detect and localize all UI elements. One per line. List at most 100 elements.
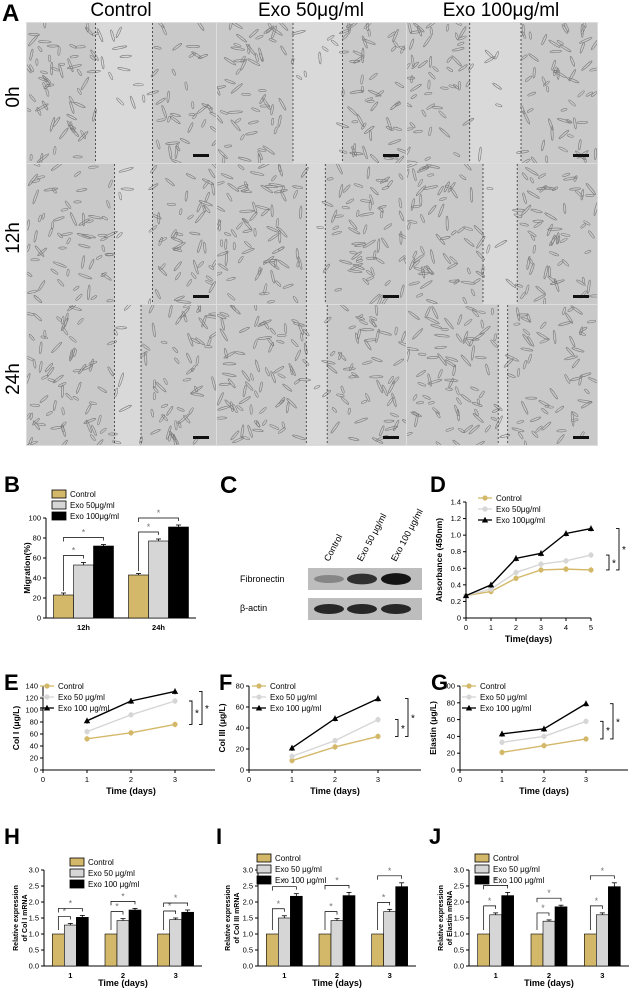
cell (468, 63, 474, 71)
cell (326, 177, 334, 181)
cell (571, 358, 580, 369)
cell (351, 251, 362, 260)
cell (345, 24, 353, 28)
significance-star: * (622, 545, 626, 556)
cell (475, 270, 486, 278)
cell (290, 339, 299, 348)
cell (190, 385, 203, 394)
cell (82, 212, 85, 227)
cell (407, 62, 411, 72)
cell (175, 145, 181, 152)
cell (352, 50, 364, 57)
cell (419, 194, 423, 207)
data-point (128, 712, 134, 718)
cell (522, 192, 527, 205)
cell (407, 160, 418, 163)
cell (527, 336, 535, 347)
y-tick-label: 20 (236, 745, 244, 754)
cell (465, 337, 480, 341)
bar (64, 924, 77, 967)
cell (40, 70, 48, 75)
legend-label: Exo 50μg/ml (496, 505, 541, 514)
scale-bar (573, 295, 589, 298)
cell (277, 164, 283, 177)
cell (268, 342, 274, 353)
x-tick-label: 3 (173, 775, 177, 784)
lane-label: Exo 50 μg/ml (355, 512, 389, 563)
cell (260, 184, 273, 194)
cell (556, 67, 560, 80)
bar (554, 906, 568, 967)
y-tick-label: 40 (447, 732, 455, 741)
cell (584, 388, 590, 395)
cell (513, 322, 521, 326)
cell (262, 97, 271, 110)
cell (363, 23, 372, 29)
cell (571, 347, 585, 353)
chart-h: H 0.0 0.5 1.0 1.5 2.0 2.5 3.0 1 2 3 Time (days) Rela… (0, 822, 212, 992)
cell (473, 225, 484, 236)
cell (52, 261, 67, 268)
cell (253, 339, 258, 349)
y-tick-label: 3.0 (454, 866, 464, 875)
cell (198, 200, 213, 207)
legend-marker (466, 694, 472, 700)
cell (172, 346, 179, 354)
scale-bar (383, 295, 399, 298)
cell (549, 50, 562, 53)
cell (171, 68, 176, 76)
cell (427, 79, 431, 90)
bar (116, 920, 130, 967)
cell (36, 175, 46, 179)
significance-bracket (483, 905, 497, 930)
cell (410, 75, 414, 84)
cell (152, 386, 159, 393)
cell (258, 321, 267, 326)
cell (140, 351, 148, 358)
data-point (562, 530, 570, 536)
cell (516, 420, 525, 424)
cell (409, 38, 415, 50)
cell (247, 43, 251, 55)
x-tick-label: 1 (489, 623, 493, 632)
cell (333, 214, 344, 218)
cell (409, 122, 416, 129)
lane-label: Control (322, 533, 344, 563)
cell (535, 285, 546, 295)
cell (381, 185, 390, 190)
legend-label: Exo 100μg/ml (70, 512, 119, 521)
legend-label: Exo 50 μg/ml (275, 865, 322, 874)
cell (27, 312, 35, 316)
cell (593, 201, 597, 216)
cell (249, 171, 265, 176)
cell (378, 206, 384, 213)
cell (561, 24, 568, 34)
cell (426, 265, 433, 276)
cell (521, 400, 529, 415)
cell (356, 209, 360, 217)
cell (539, 338, 550, 344)
cell (32, 420, 41, 430)
legend-label: Control (275, 854, 301, 863)
cell (64, 200, 72, 209)
cell (567, 134, 574, 138)
cell (471, 309, 480, 318)
cell (46, 366, 55, 377)
cell (175, 315, 183, 325)
bar (128, 574, 149, 619)
fibronectin-band (347, 573, 377, 585)
cell (57, 232, 63, 239)
cell (412, 260, 420, 268)
significance-bracket (57, 908, 83, 913)
cell (233, 59, 246, 63)
cell (525, 167, 539, 176)
cell (410, 30, 422, 34)
x-tick-label: 0 (458, 775, 462, 784)
cell (408, 281, 420, 286)
cell (380, 176, 390, 184)
cell (435, 233, 446, 245)
cell (338, 184, 344, 198)
cell (579, 326, 588, 332)
y-tick-label: 0.2 (451, 597, 461, 606)
significance-star: * (147, 522, 151, 532)
